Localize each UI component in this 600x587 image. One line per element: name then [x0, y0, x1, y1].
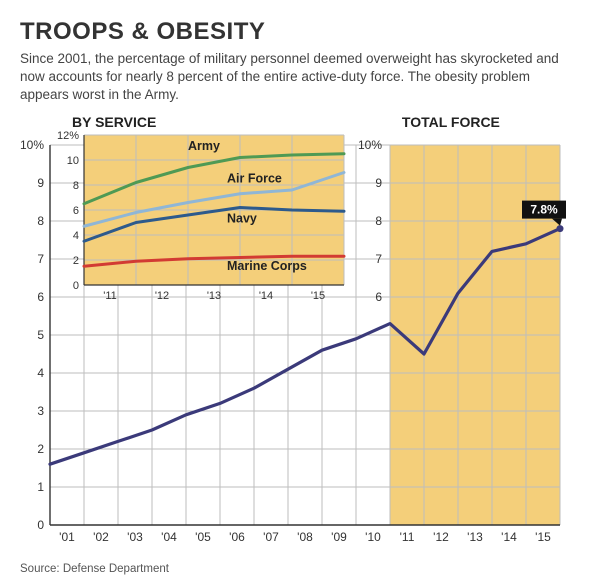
y-tick: 4 [37, 366, 44, 380]
x-tick: '15 [535, 530, 551, 544]
x-tick: '08 [297, 530, 313, 544]
y-tick: 0 [37, 518, 44, 532]
x-tick: '14 [501, 530, 517, 544]
inset-y-tick: 0 [73, 280, 79, 292]
y-tick: 7 [37, 252, 44, 266]
y-tick: 1 [37, 480, 44, 494]
inset-y-tick: 10 [67, 155, 79, 167]
by-service-label: BY SERVICE [72, 115, 156, 130]
end-point [557, 225, 564, 232]
y-tick-right: 9 [375, 176, 382, 190]
x-tick: '06 [229, 530, 245, 544]
x-tick: '10 [365, 530, 381, 544]
inset-y-tick: 12% [57, 130, 79, 142]
x-tick: '09 [331, 530, 347, 544]
inset-y-tick: 8 [73, 180, 79, 192]
y-tick-right: 8 [375, 214, 382, 228]
y-tick: 6 [37, 290, 44, 304]
y-tick: 5 [37, 328, 44, 342]
x-tick: '02 [93, 530, 109, 544]
series-label-air-force: Air Force [227, 171, 282, 185]
series-label-navy: Navy [227, 211, 257, 225]
y-tick: 3 [37, 404, 44, 418]
x-tick: '11 [400, 530, 415, 544]
inset-x-tick: '11 [103, 290, 117, 302]
x-tick: '07 [263, 530, 279, 544]
source-line: Source: Defense Department [20, 563, 580, 575]
inset-y-tick: 6 [73, 205, 79, 217]
y-tick-right: 7 [375, 252, 382, 266]
inset-x-tick: '15 [311, 290, 325, 302]
page-title: TROOPS & OBESITY [20, 18, 580, 46]
x-tick: '03 [127, 530, 143, 544]
series-label-army: Army [188, 139, 220, 153]
y-tick: 8 [37, 214, 44, 228]
y-tick: 9 [37, 176, 44, 190]
y-tick: 10% [20, 138, 44, 152]
charts-svg: TOTAL FORCE 0 1 2 3 4 5 6 7 8 9 10% 6 7 8 9 10% '01 '02 '03… [20, 115, 580, 555]
y-tick: 2 [37, 442, 44, 456]
inset-x-tick: '12 [155, 290, 169, 302]
total-force-label: TOTAL FORCE [402, 115, 500, 130]
inset-x-tick: '14 [259, 290, 273, 302]
x-tick: '01 [59, 530, 75, 544]
y-tick-right: 6 [375, 290, 382, 304]
x-tick: '12 [433, 530, 449, 544]
inset-x-tick: '13 [207, 290, 221, 302]
y-tick-right: 10% [358, 138, 382, 152]
series-label-marine-corps: Marine Corps [227, 259, 307, 273]
inset-y-tick: 4 [73, 230, 79, 242]
x-tick: '05 [195, 530, 211, 544]
callout-text: 7.8% [530, 202, 558, 216]
x-tick: '13 [467, 530, 483, 544]
subtitle: Since 2001, the percentage of military p… [20, 50, 580, 105]
x-tick: '04 [161, 530, 177, 544]
chart-container: TOTAL FORCE 0 1 2 3 4 5 6 7 8 9 10% 6 7 8 9 10% '01 '02 '03… [20, 115, 580, 555]
inset-y-tick: 2 [73, 255, 79, 267]
